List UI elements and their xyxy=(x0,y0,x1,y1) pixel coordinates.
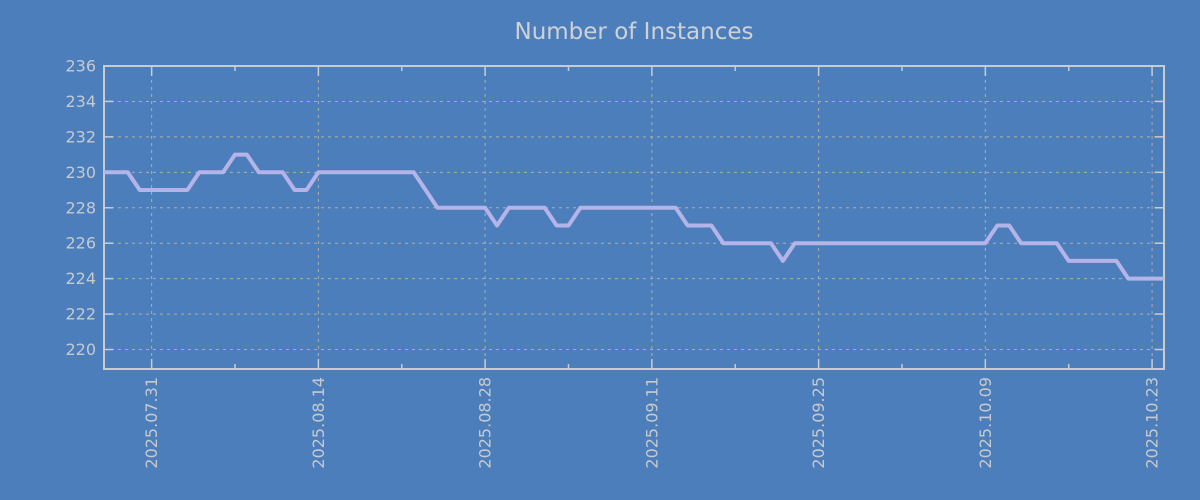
chart-title: Number of Instances xyxy=(515,19,754,45)
y-tick-label: 236 xyxy=(65,57,96,76)
x-tick-label: 2025.09.11 xyxy=(642,377,661,469)
y-tick-label: 230 xyxy=(65,163,96,182)
x-tick-label: 2025.10.23 xyxy=(1143,377,1162,469)
y-tick-label: 224 xyxy=(65,269,96,288)
y-tick-label: 226 xyxy=(65,234,96,253)
x-tick-label: 2025.08.14 xyxy=(309,377,328,469)
x-tick-label: 2025.09.25 xyxy=(809,377,828,469)
y-tick-label: 220 xyxy=(65,340,96,359)
y-tick-label: 228 xyxy=(65,198,96,217)
x-tick-label: 2025.07.31 xyxy=(142,377,161,469)
data-line-instances xyxy=(104,152,1164,281)
y-tick-label: 232 xyxy=(65,127,96,146)
x-tick-label: 2025.08.28 xyxy=(476,377,495,469)
y-tick-label: 234 xyxy=(65,92,96,111)
y-tick-label: 222 xyxy=(65,305,96,324)
x-tick-label: 2025.10.09 xyxy=(976,377,995,469)
plot-border xyxy=(103,65,1165,370)
